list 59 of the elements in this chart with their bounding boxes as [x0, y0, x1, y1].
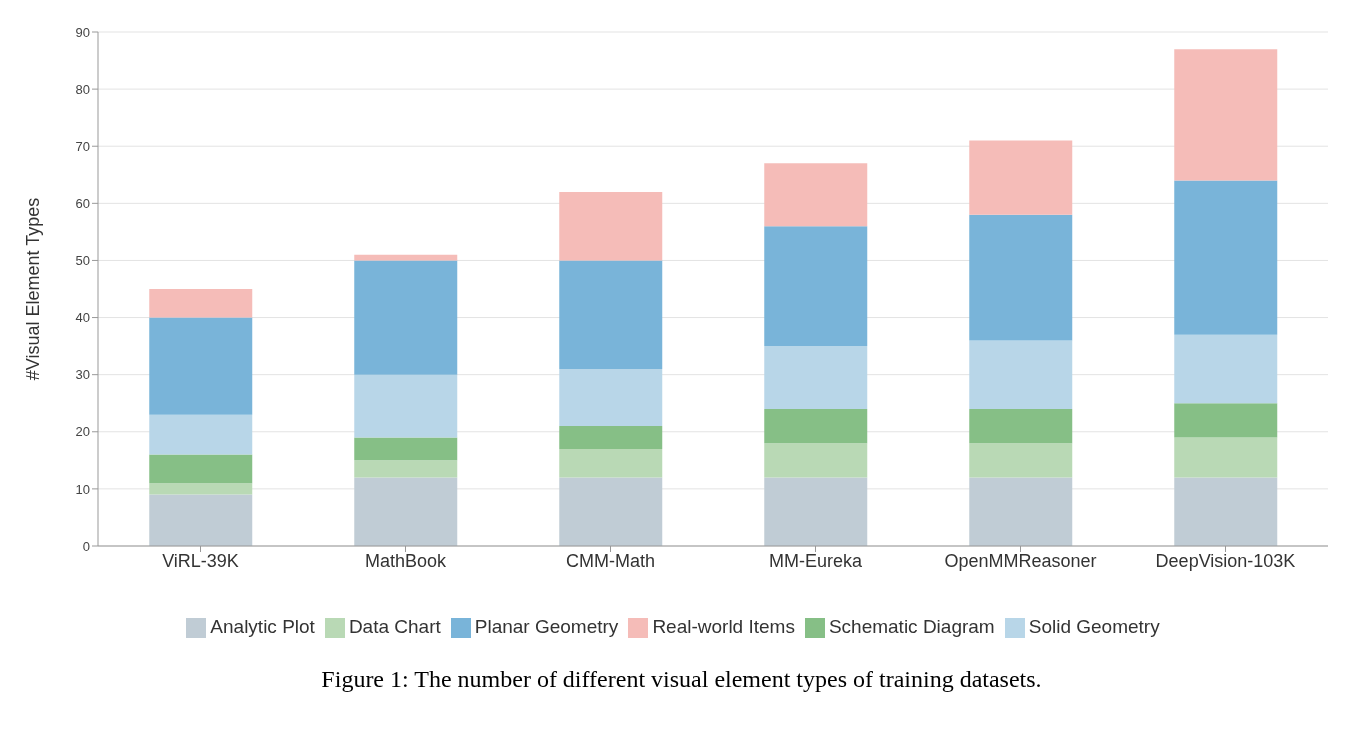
caption: Figure 1: The number of different visual element types of training datasets.	[320, 666, 1043, 693]
legend-label: Solid Geometry	[1028, 616, 1160, 637]
bar	[1174, 334, 1278, 404]
bar	[764, 408, 868, 444]
bar	[354, 477, 458, 546]
x-tick-label: ViRL-39K	[162, 550, 239, 571]
legend-label: Data Chart	[348, 616, 441, 637]
bar	[1174, 477, 1278, 546]
y-tick-label: 50	[75, 253, 90, 269]
legend-label: Planar Geometry	[474, 616, 619, 637]
bar	[1174, 49, 1278, 181]
x-tick-label: MM-Eureka	[768, 550, 863, 571]
bar	[149, 289, 253, 318]
bar	[969, 340, 1073, 409]
bar	[354, 437, 458, 461]
bar	[559, 448, 663, 478]
bar	[764, 346, 868, 409]
y-tick-label: 0	[82, 538, 90, 554]
bar	[559, 368, 663, 427]
bar	[969, 140, 1073, 215]
y-tick-label: 90	[75, 24, 90, 40]
x-tick-label: CMM-Math	[566, 550, 655, 571]
y-tick-label: 80	[75, 81, 90, 97]
y-tick-label: 70	[75, 138, 90, 154]
bar	[969, 214, 1073, 341]
bar	[764, 163, 868, 227]
bar	[354, 260, 458, 375]
bar	[969, 408, 1073, 444]
y-tick-label: 30	[75, 367, 90, 383]
x-tick-label: DeepVision-103K	[1155, 550, 1296, 571]
bar	[764, 226, 868, 347]
bar	[149, 494, 253, 546]
bar	[1174, 403, 1278, 438]
y-tick-label: 10	[75, 481, 90, 497]
bar	[559, 260, 663, 369]
bar	[559, 426, 663, 449]
bar	[149, 454, 253, 484]
y-tick-label: 20	[75, 424, 90, 440]
y-axis-title: #Visual Element Types	[23, 197, 44, 381]
bar	[149, 414, 253, 455]
bar	[764, 443, 868, 478]
bar	[354, 374, 458, 438]
bar	[149, 483, 253, 495]
legend-label: Analytic Plot	[210, 616, 315, 637]
y-tick-label: 40	[75, 310, 90, 326]
bar	[149, 317, 253, 415]
y-tick-label: 60	[75, 195, 90, 211]
x-tick-label: OpenMMReasoner	[944, 550, 1097, 571]
bar	[559, 191, 663, 261]
bar	[764, 477, 868, 546]
bar	[969, 477, 1073, 546]
bar	[1174, 437, 1278, 478]
bar	[559, 477, 663, 546]
bar	[969, 443, 1073, 478]
legend-label: Schematic Diagram	[828, 616, 995, 637]
legend-label: Real-world Items	[652, 616, 795, 637]
bar	[354, 460, 458, 478]
bar	[1174, 180, 1278, 335]
x-tick-label: MathBook	[364, 550, 448, 571]
